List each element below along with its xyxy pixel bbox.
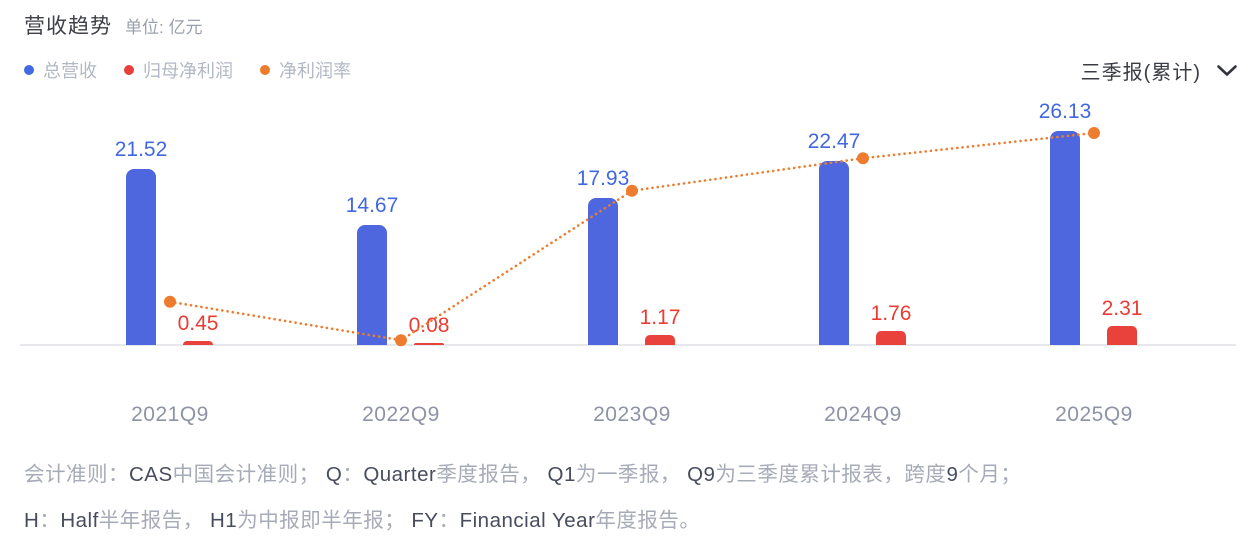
legend-item-label: 净利润率	[279, 61, 351, 81]
footnote-term: 9	[946, 463, 959, 486]
legend-item-3[interactable]: 净利润率	[260, 57, 351, 83]
revenue-value-label: 14.67	[345, 193, 399, 217]
footnote-term: Q	[325, 463, 343, 486]
footnote-text: 会计准则：	[24, 463, 129, 486]
footnote: 会计准则：CAS中国会计准则； Q：Quarter季度报告， Q1为一季报， Q…	[24, 452, 1234, 544]
footnote-text: 为中报即半年报；	[237, 509, 412, 532]
footnote-text: 为三季度累计报表，跨度	[715, 463, 947, 486]
profit-value-label: 0.08	[408, 314, 450, 337]
margin-point[interactable]	[1088, 127, 1100, 139]
profit-value-label: 2.31	[1101, 297, 1143, 321]
x-axis-label: 2022Q9	[362, 403, 440, 426]
chevron-down-icon	[1216, 64, 1238, 77]
profit-value-label: 1.17	[639, 306, 681, 330]
footnote-text: ：	[39, 509, 61, 532]
margin-point[interactable]	[164, 295, 176, 308]
legend: 总营收 归母净利润 净利润率	[24, 57, 351, 83]
page-title: 营收趋势	[24, 15, 112, 38]
footnote-term: Half	[60, 509, 99, 532]
period-selector-dropdown[interactable]: 三季报(累计)	[1081, 56, 1238, 85]
revenue-value-label: 17.93	[576, 166, 630, 190]
unit-label: 单位: 亿元	[125, 18, 203, 37]
footnote-term: FY	[411, 509, 439, 532]
footnote-line-2: H：Half半年报告， H1为中报即半年报； FY：Financial Year…	[24, 498, 1234, 544]
legend-item-label: 归母净利润	[143, 61, 233, 81]
footnote-term: Quarter	[363, 463, 437, 486]
footnote-text: 半年报告，	[98, 509, 210, 532]
footnote-term: H	[24, 509, 40, 532]
revenue-value-label: 22.47	[807, 129, 861, 153]
profit-value-label: 0.45	[177, 312, 219, 336]
footnote-term: Q1	[547, 463, 576, 486]
legend-dot-icon	[24, 65, 34, 75]
revenue-bar[interactable]	[126, 168, 156, 345]
profit-bar[interactable]	[645, 335, 675, 345]
footnote-line-1: 会计准则：CAS中国会计准则； Q：Quarter季度报告， Q1为一季报， Q…	[24, 452, 1234, 498]
x-axis-label: 2024Q9	[824, 403, 902, 426]
profit-bar[interactable]	[414, 343, 444, 345]
footnote-text: ：	[438, 509, 460, 532]
footnote-term: CAS	[129, 463, 173, 486]
period-selector-label: 三季报(累计)	[1080, 61, 1201, 84]
legend-dot-icon	[260, 65, 270, 75]
profit-bar[interactable]	[1107, 326, 1137, 345]
profit-value-label: 1.76	[870, 301, 912, 325]
footnote-term: Q9	[687, 463, 716, 486]
footnote-term: H1	[209, 509, 238, 532]
footnote-text: 季度报告，	[436, 463, 548, 486]
profit-bar[interactable]	[183, 341, 213, 345]
card-header: 营收趋势 单位: 亿元	[24, 10, 202, 40]
chart-area: 21.52 0.45 2021Q9 14.67 0.08 2022Q9 17.93 1.17 2…	[0, 95, 1254, 440]
x-axis-label: 2023Q9	[593, 403, 671, 426]
footnote-text: 个月；	[958, 463, 1022, 486]
footnote-text: 中国会计准则；	[172, 463, 326, 486]
revenue-value-label: 21.52	[114, 137, 168, 161]
legend-dot-icon	[124, 65, 134, 75]
legend-row: 总营收 归母净利润 净利润率 三季报(累计)	[24, 56, 1238, 84]
legend-item-1[interactable]: 总营收	[24, 57, 97, 83]
legend-item-label: 总营收	[43, 61, 97, 81]
x-axis-label: 2025Q9	[1055, 403, 1133, 426]
legend-item-2[interactable]: 归母净利润	[124, 57, 233, 83]
margin-point[interactable]	[857, 152, 869, 165]
footnote-text: ：	[342, 463, 364, 486]
revenue-value-label: 26.13	[1038, 99, 1092, 123]
footnote-text: 为一季报，	[575, 463, 688, 486]
footnote-text: 年度报告。	[595, 509, 701, 532]
footnote-term: Financial Year	[459, 509, 596, 532]
x-axis-label: 2021Q9	[131, 403, 209, 426]
x-axis-line	[20, 344, 1236, 346]
profit-bar[interactable]	[876, 330, 906, 345]
